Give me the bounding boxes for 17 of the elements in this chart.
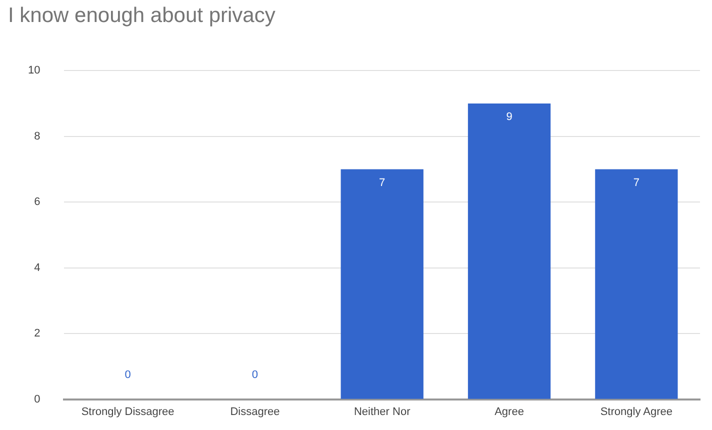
data-label: 7 (633, 176, 640, 189)
x-tick-label: Neither Nor (354, 406, 411, 418)
y-tick-label: 0 (34, 393, 40, 406)
y-tick-label: 8 (34, 130, 40, 142)
data-label: 9 (506, 111, 512, 124)
y-tick-label: 6 (34, 196, 40, 208)
y-tick-label: 2 (34, 328, 40, 340)
x-tick-label: Agree (494, 406, 524, 418)
x-tick-label: Dissagree (230, 406, 280, 418)
y-tick-label: 10 (28, 64, 40, 77)
data-label: 0 (124, 368, 131, 381)
data-label: 0 (252, 368, 258, 381)
data-label: 7 (379, 176, 386, 189)
chart-title: I know enough about privacy (8, 4, 276, 28)
y-tick-label: 4 (34, 262, 40, 274)
x-tick-label: Strongly Agree (600, 406, 672, 418)
x-tick-label: Strongly Dissagree (81, 406, 174, 418)
